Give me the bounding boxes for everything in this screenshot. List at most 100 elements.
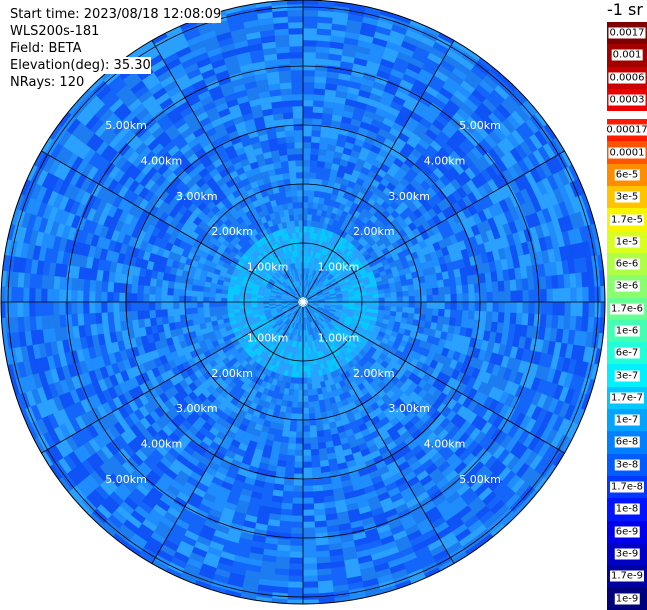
range-gate	[297, 178, 304, 184]
range-gate	[107, 282, 114, 293]
range-gate	[469, 293, 475, 302]
range-gate	[522, 278, 529, 290]
range-gate	[303, 130, 312, 136]
range-gate	[456, 310, 463, 319]
range-gate	[298, 396, 303, 402]
range-gate	[316, 173, 323, 180]
range-gate	[210, 311, 217, 317]
range-gate	[203, 292, 209, 298]
range-gate	[540, 277, 547, 290]
range-gate	[101, 302, 107, 313]
range-gate	[314, 407, 320, 414]
range-gate	[162, 316, 169, 324]
range-gate	[303, 444, 311, 450]
range-gate	[292, 82, 304, 88]
range-gate	[95, 280, 102, 291]
range-gate	[289, 425, 296, 432]
range-gate	[303, 136, 312, 142]
range-gate	[320, 406, 327, 413]
range-gate	[293, 208, 298, 214]
range-gate	[287, 148, 295, 155]
range-gate	[450, 286, 457, 294]
range-gate	[307, 378, 312, 384]
range-gate	[303, 354, 306, 360]
range-gate	[286, 142, 295, 149]
range-gate	[278, 64, 291, 71]
range-gate	[284, 118, 294, 125]
range-gate	[420, 308, 426, 315]
range-gate	[233, 302, 239, 306]
range-gate	[283, 173, 290, 180]
range-gate	[309, 407, 315, 413]
range-gate	[311, 148, 319, 155]
range-gate	[314, 503, 325, 510]
range-gate	[290, 419, 297, 425]
range-gate	[293, 486, 303, 492]
range-gate	[311, 142, 320, 149]
range-gate	[216, 311, 223, 316]
range-gate	[303, 226, 307, 232]
range-gate	[303, 510, 314, 516]
range-gate	[95, 313, 102, 324]
range-gate	[303, 94, 314, 100]
range-gate	[414, 308, 420, 314]
range-gate	[303, 528, 315, 534]
range-gate	[385, 302, 391, 307]
range-gate	[303, 88, 314, 94]
range-gate	[185, 302, 191, 308]
range-gate	[317, 436, 325, 443]
range-gate	[289, 166, 296, 173]
range-gate	[293, 396, 299, 402]
range-gate	[315, 64, 328, 71]
range-gate	[167, 295, 173, 302]
range-gate	[384, 288, 391, 293]
range-gate	[287, 449, 295, 456]
range-gate	[303, 178, 310, 184]
range-gate	[89, 291, 95, 302]
range-gate	[403, 307, 409, 313]
range-gate	[439, 302, 445, 309]
range-gate	[303, 208, 308, 214]
range-gate	[314, 401, 320, 408]
range-gate	[179, 302, 185, 309]
range-gate	[83, 313, 90, 325]
range-gate	[293, 118, 303, 124]
range-gate	[316, 425, 323, 432]
range-gate	[408, 308, 414, 314]
range-gate	[407, 279, 414, 286]
range-gate	[296, 426, 303, 432]
range-gate	[227, 302, 233, 306]
range-gate	[311, 461, 320, 468]
range-gate	[437, 280, 444, 288]
range-gate	[197, 302, 203, 308]
range-gate	[143, 302, 149, 310]
range-gate	[290, 546, 303, 552]
range-gate	[298, 214, 303, 220]
range-gate	[288, 154, 296, 161]
range-gate	[203, 307, 209, 313]
range-gate	[390, 287, 397, 293]
range-gate	[315, 521, 327, 528]
range-gate	[137, 310, 144, 319]
range-gate	[295, 148, 303, 154]
range-gate	[294, 136, 303, 142]
range-gate	[162, 280, 169, 288]
range-gate	[83, 291, 89, 303]
range-gate	[303, 390, 308, 396]
range-gate	[174, 282, 181, 289]
range-gate	[245, 302, 251, 305]
range-gate	[303, 160, 310, 166]
range-gate	[293, 480, 303, 486]
range-gate	[391, 292, 397, 297]
range-gate	[185, 296, 191, 302]
range-gate	[498, 281, 505, 292]
range-gate	[534, 277, 541, 290]
range-gate	[185, 308, 191, 314]
range-gate	[303, 214, 308, 220]
range-gate	[303, 166, 310, 172]
range-gate	[307, 214, 312, 220]
range-gate	[438, 309, 445, 317]
range-gate	[245, 305, 251, 308]
range-gate	[427, 302, 433, 309]
range-gate	[294, 384, 299, 390]
